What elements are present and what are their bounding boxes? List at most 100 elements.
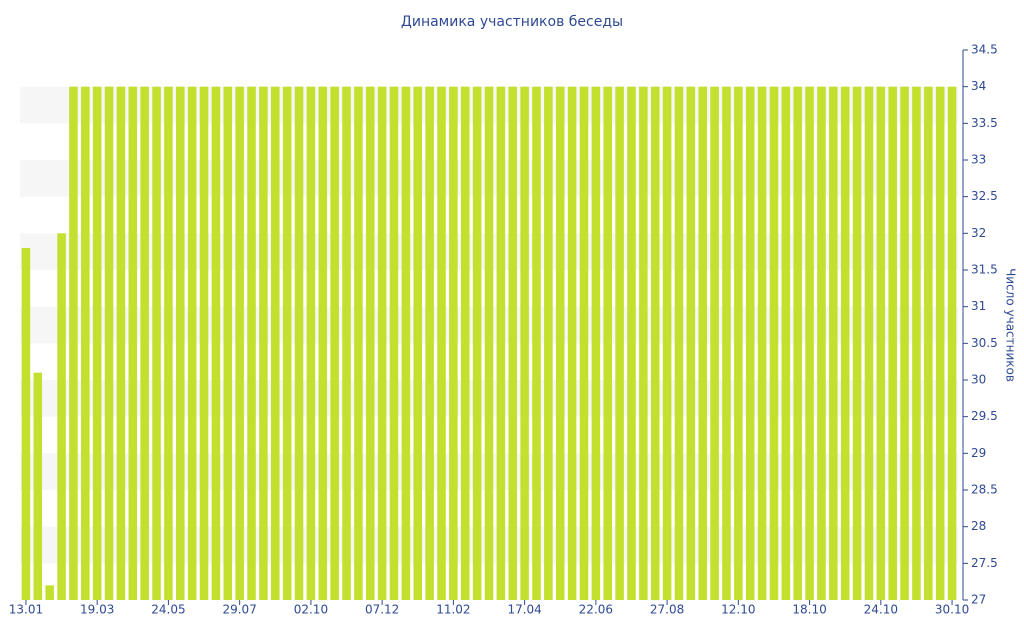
bar	[472, 86, 482, 600]
y-tick-label: 31	[971, 299, 986, 313]
y-tick-label: 27.5	[971, 556, 998, 570]
bar	[722, 86, 731, 600]
x-tick-label: 27.08	[650, 603, 684, 617]
y-tick-label: 29	[971, 446, 986, 460]
y-tick-label: 31.5	[971, 263, 998, 277]
x-tick-label: 07.12	[365, 603, 399, 617]
bar	[591, 86, 601, 600]
bar	[330, 86, 339, 600]
y-tick-label: 34	[971, 79, 986, 93]
bar	[437, 86, 446, 600]
bar	[294, 86, 304, 600]
bar	[211, 86, 221, 600]
bar	[460, 86, 470, 600]
bar	[413, 86, 423, 600]
x-tick-label: 11.02	[436, 603, 470, 617]
bar	[924, 86, 933, 600]
bar	[116, 86, 126, 600]
x-tick-label: 19.03	[80, 603, 114, 617]
bar	[662, 86, 672, 600]
bar	[176, 86, 185, 600]
bar	[81, 86, 90, 600]
bar	[698, 86, 707, 600]
bar	[247, 86, 256, 600]
bar	[579, 86, 589, 600]
bar	[140, 86, 149, 600]
bar	[615, 86, 624, 600]
y-tick-label: 30	[971, 373, 986, 387]
y-tick-label: 33	[971, 153, 986, 167]
bar	[377, 86, 387, 600]
x-tick-label: 30.10	[935, 603, 969, 617]
bar	[508, 86, 518, 600]
bar	[92, 86, 102, 600]
bar	[674, 86, 684, 600]
y-tick-label: 27	[971, 593, 986, 607]
bar	[817, 86, 826, 600]
bar	[757, 86, 767, 600]
bar	[710, 86, 719, 600]
y-tick-label: 28	[971, 519, 986, 533]
bar	[532, 86, 541, 600]
bar	[555, 86, 565, 600]
bar	[852, 86, 862, 600]
bar	[69, 86, 78, 600]
y-tick-label: 29.5	[971, 409, 998, 423]
bar	[900, 86, 909, 600]
bar	[888, 86, 897, 600]
bar	[271, 86, 280, 600]
bar	[639, 86, 648, 600]
bar	[223, 86, 233, 600]
bar	[603, 86, 613, 600]
bar	[840, 86, 850, 600]
bar	[627, 86, 636, 600]
bar	[876, 86, 886, 600]
bar	[45, 585, 54, 600]
bar	[318, 86, 328, 600]
bar	[793, 86, 802, 600]
x-tick-label: 18.10	[792, 603, 826, 617]
bar	[152, 86, 161, 600]
x-tick-label: 13.01	[9, 603, 43, 617]
y-tick-label: 32.5	[971, 189, 998, 203]
bar	[57, 233, 66, 601]
bar	[686, 86, 696, 600]
bar	[187, 86, 197, 600]
y-tick-label: 33.5	[971, 116, 998, 130]
bar	[745, 86, 755, 600]
bar	[365, 86, 375, 600]
x-tick-label: 24.10	[864, 603, 898, 617]
y-axis-label: Число участников	[1004, 268, 1018, 382]
x-tick-label: 24.05	[151, 603, 185, 617]
bar	[496, 86, 506, 600]
bar	[33, 372, 43, 600]
bar	[235, 86, 244, 600]
y-tick-label: 32	[971, 226, 986, 240]
bar	[342, 86, 351, 600]
bar	[829, 86, 838, 600]
chart-title: Динамика участников беседы	[401, 14, 623, 30]
y-tick-label: 34.5	[971, 43, 998, 57]
bar	[781, 86, 791, 600]
bar	[650, 86, 660, 600]
y-tick-label: 30.5	[971, 336, 998, 350]
bar	[354, 86, 363, 600]
y-tick-label: 28.5	[971, 483, 998, 497]
bar	[947, 86, 957, 600]
bar	[449, 86, 458, 600]
x-tick-label: 22.06	[579, 603, 613, 617]
bar	[425, 86, 434, 600]
bar	[306, 86, 316, 600]
bar	[21, 248, 31, 600]
bar	[128, 86, 138, 600]
bar	[401, 86, 411, 600]
bar	[259, 86, 268, 600]
bar	[935, 86, 945, 600]
bar	[544, 86, 553, 600]
bar	[484, 86, 494, 600]
bar	[104, 86, 114, 600]
x-tick-label: 02.10	[294, 603, 328, 617]
bar	[912, 86, 921, 600]
bar	[567, 86, 577, 600]
